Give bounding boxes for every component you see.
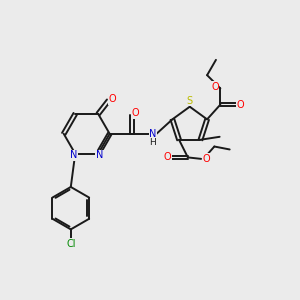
Text: O: O	[237, 100, 244, 110]
Text: O: O	[202, 154, 210, 164]
Text: Cl: Cl	[66, 238, 76, 248]
Text: N: N	[70, 150, 77, 160]
Text: O: O	[211, 82, 219, 92]
Text: O: O	[108, 94, 116, 104]
Text: S: S	[187, 96, 193, 106]
Text: N: N	[96, 150, 103, 160]
Text: N: N	[149, 129, 157, 139]
Text: O: O	[131, 108, 139, 118]
Text: H: H	[150, 137, 156, 146]
Text: O: O	[164, 152, 171, 162]
